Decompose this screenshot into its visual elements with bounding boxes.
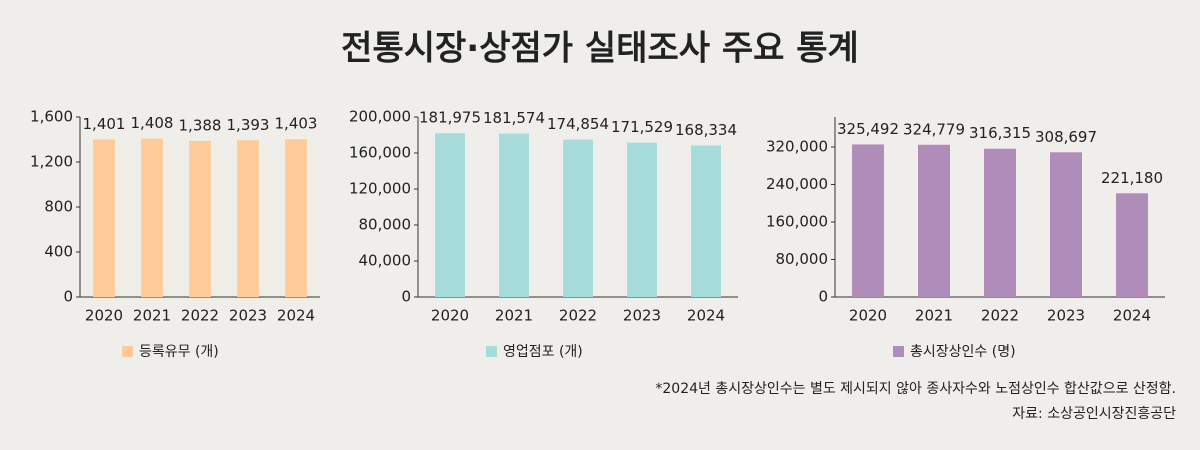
- x-tick-label: 2021: [133, 307, 171, 325]
- value-label: 1,393: [227, 116, 270, 134]
- bar: [141, 138, 163, 297]
- value-label: 308,697: [1035, 128, 1097, 146]
- bar: [984, 148, 1016, 297]
- value-label: 171,529: [611, 118, 673, 136]
- value-label: 221,180: [1101, 169, 1163, 187]
- legend-swatch: [893, 346, 904, 357]
- y-tick-label: 160,000: [766, 213, 828, 231]
- bar: [691, 145, 721, 297]
- y-tick-label: 0: [818, 288, 828, 306]
- y-tick-label: 1,600: [30, 108, 73, 126]
- legend-label: 등록유무 (개): [139, 344, 219, 360]
- x-tick-label: 2024: [277, 307, 315, 325]
- x-tick-label: 2022: [181, 307, 219, 325]
- footnote: *2024년 총시장상인수는 별도 제시되지 않아 종사자수와 노점상인수 합산…: [655, 381, 1176, 397]
- y-tick-label: 40,000: [359, 252, 412, 270]
- bar: [918, 144, 950, 297]
- x-tick-label: 2020: [85, 307, 123, 325]
- y-tick-label: 240,000: [766, 175, 828, 193]
- value-label: 181,574: [483, 109, 545, 127]
- y-tick-label: 320,000: [766, 138, 828, 156]
- x-tick-label: 2024: [1113, 307, 1151, 325]
- legend-swatch: [122, 346, 133, 357]
- x-tick-label: 2023: [229, 307, 267, 325]
- x-tick-label: 2020: [431, 307, 469, 325]
- value-label: 1,403: [275, 115, 318, 133]
- y-tick-label: 80,000: [776, 250, 829, 268]
- y-tick-label: 0: [63, 288, 73, 306]
- bar: [627, 142, 657, 297]
- y-tick-label: 0: [401, 288, 411, 306]
- bar: [1116, 193, 1148, 297]
- value-label: 1,408: [131, 114, 174, 132]
- source: 자료: 소상공인시장진흥공단: [1012, 406, 1176, 422]
- value-label: 168,334: [675, 121, 737, 139]
- x-tick-label: 2021: [915, 307, 953, 325]
- bar: [852, 144, 884, 297]
- y-tick-label: 800: [44, 198, 73, 216]
- y-tick-label: 200,000: [349, 108, 411, 126]
- y-tick-label: 400: [44, 243, 73, 261]
- value-label: 174,854: [547, 115, 609, 133]
- x-tick-label: 2020: [849, 307, 887, 325]
- legend-label: 총시장상인수 (명): [910, 344, 1016, 360]
- value-label: 325,492: [837, 120, 899, 138]
- value-label: 316,315: [969, 124, 1031, 142]
- y-tick-label: 120,000: [349, 180, 411, 198]
- y-tick-label: 160,000: [349, 144, 411, 162]
- x-tick-label: 2024: [687, 307, 725, 325]
- x-tick-label: 2023: [1047, 307, 1085, 325]
- x-tick-label: 2023: [623, 307, 661, 325]
- x-tick-label: 2022: [981, 307, 1019, 325]
- value-label: 324,779: [903, 120, 965, 138]
- value-label: 181,975: [419, 109, 481, 127]
- bar: [499, 133, 529, 297]
- legend-label: 영업점포 (개): [503, 344, 583, 360]
- bar: [93, 139, 115, 297]
- x-tick-label: 2022: [559, 307, 597, 325]
- bar: [285, 139, 307, 297]
- value-label: 1,388: [179, 116, 222, 134]
- bar: [435, 133, 465, 297]
- y-tick-label: 80,000: [359, 216, 412, 234]
- y-tick-label: 1,200: [30, 153, 73, 171]
- bar: [237, 140, 259, 297]
- value-label: 1,401: [83, 115, 126, 133]
- legend-swatch: [486, 346, 497, 357]
- bar: [1050, 152, 1082, 297]
- bar: [189, 140, 211, 297]
- title: 전통시장·상점가 실태조사 주요 통계: [341, 29, 859, 69]
- bar: [563, 139, 593, 297]
- x-tick-label: 2021: [495, 307, 533, 325]
